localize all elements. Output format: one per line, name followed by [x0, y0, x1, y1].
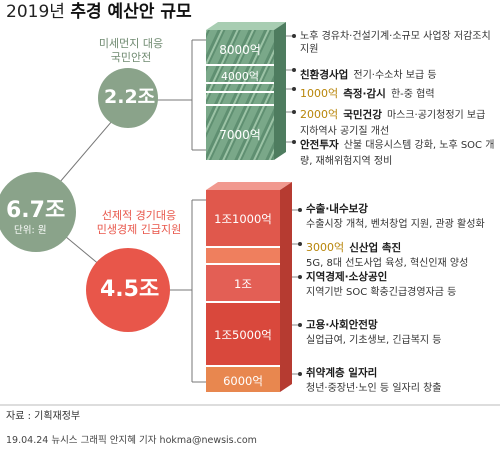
group1-label-line1: 미세먼지 대응	[98, 37, 164, 50]
item-amount: 1000억	[300, 87, 339, 100]
stack-block	[206, 248, 280, 263]
total-circle	[0, 172, 76, 252]
stack-block	[206, 93, 274, 104]
item-title: 신산업 촉진	[349, 242, 402, 254]
item-title: 고용·사회안전망	[306, 319, 378, 331]
page-title: 2019년 추경 예산안 규모	[6, 4, 192, 21]
group2-value: 4.5조	[100, 277, 160, 302]
list-item: 친환경사업 전기·수소차 보급 등	[300, 65, 437, 82]
item-desc: 실업급여, 기초생보, 긴급복지 등	[306, 334, 442, 346]
list-item: 안전투자 산불 대응시스템 강화, 노후 SOC 개량, 재해위험지역 정비	[300, 136, 496, 168]
stack-block	[206, 265, 280, 301]
stack-label: 1조5000억	[214, 328, 272, 342]
item-desc: 청년·중장년·노인 등 일자리 창출	[306, 382, 442, 394]
group2-label-line2: 민생경제 긴급지원	[96, 223, 182, 236]
list-item: 지역경제·소상공인 지역기반 SOC 확충긴급경영자금 등	[306, 272, 496, 299]
item-desc: 수출시장 개척, 벤처창업 지원, 관광 활성화	[306, 218, 485, 230]
list-item: 취약계층 일자리 청년·중장년·노인 등 일자리 창출	[306, 368, 496, 395]
stack-block	[206, 106, 274, 160]
total-value: 6.7조	[6, 198, 66, 223]
stack-block	[206, 303, 280, 365]
item-desc: 5G, 8대 선도사업 육성, 혁신인재 양성	[306, 258, 469, 269]
item-desc: 전기·수소차 보급 등	[353, 70, 437, 81]
item-title: 수출·내수보강	[306, 203, 368, 215]
list-item: 3000억 신산업 촉진 5G, 8대 선도사업 육성, 혁신인재 양성	[306, 238, 496, 270]
stack-block	[206, 66, 274, 82]
stack-block	[206, 367, 280, 392]
group2-circle	[86, 248, 170, 332]
item-desc: 노후 경유차·건설기계·소규모 사업장 저감조치 지원	[300, 31, 491, 55]
stack-block	[206, 30, 274, 64]
stack-label: 7000억	[219, 128, 261, 142]
item-desc: 마스크·공기청정기 보급 지하역사 공기질 개선	[300, 110, 486, 137]
stack-label: 8000억	[219, 43, 261, 57]
item-title: 안전투자	[300, 139, 339, 151]
list-item: 수출·내수보강 수출시장 개척, 벤처창업 지원, 관광 활성화	[306, 204, 496, 231]
item-desc: 지역기반 SOC 확충긴급경영자금 등	[306, 286, 457, 298]
item-title: 지역경제·소상공인	[306, 271, 388, 283]
source-note: 자료 : 기획재정부	[6, 411, 81, 422]
list-item: 고용·사회안전망 실업급여, 기초생보, 긴급복지 등	[306, 320, 496, 347]
group2-stack	[206, 182, 292, 392]
item-title: 취약계층 일자리	[306, 367, 378, 379]
group1-value: 2.2조	[104, 86, 156, 108]
item-amount: 3000억	[306, 241, 345, 254]
group2-label-line1: 선제적 경기대응	[101, 209, 177, 222]
list-item: 1000억 측정·감시 한-중 협력	[300, 84, 435, 101]
item-title: 친환경사업	[300, 69, 349, 81]
group1-circle	[98, 68, 158, 128]
item-title: 측정·감시	[343, 88, 386, 100]
list-item: 2000억 국민건강 마스크·공기청정기 보급 지하역사 공기질 개선	[300, 106, 496, 138]
credit-line: 19.04.24 뉴시스 그래픽 안지혜 기자 hokma@newsis.com	[6, 435, 257, 446]
title-main: 추경 예산안 규모	[70, 2, 192, 22]
item-amount: 2000억	[300, 108, 339, 121]
item-desc: 한-중 협력	[390, 89, 435, 100]
stack-label: 6000억	[223, 374, 263, 388]
group1-label-line2: 국민안전	[110, 51, 152, 64]
item-desc: 산불 대응시스템 강화, 노후 SOC 개량, 재해위험지역 정비	[300, 140, 495, 167]
stack-block	[206, 84, 274, 91]
item-title: 국민건강	[343, 109, 382, 121]
stack-label: 4000억	[220, 70, 260, 83]
group1-stack	[206, 22, 286, 160]
stack-label: 1조	[234, 277, 252, 291]
title-year: 2019년	[6, 2, 65, 22]
unit-label: 단위: 원	[14, 225, 47, 236]
stack-label: 1조1000억	[214, 212, 272, 226]
stack-block	[206, 190, 280, 246]
